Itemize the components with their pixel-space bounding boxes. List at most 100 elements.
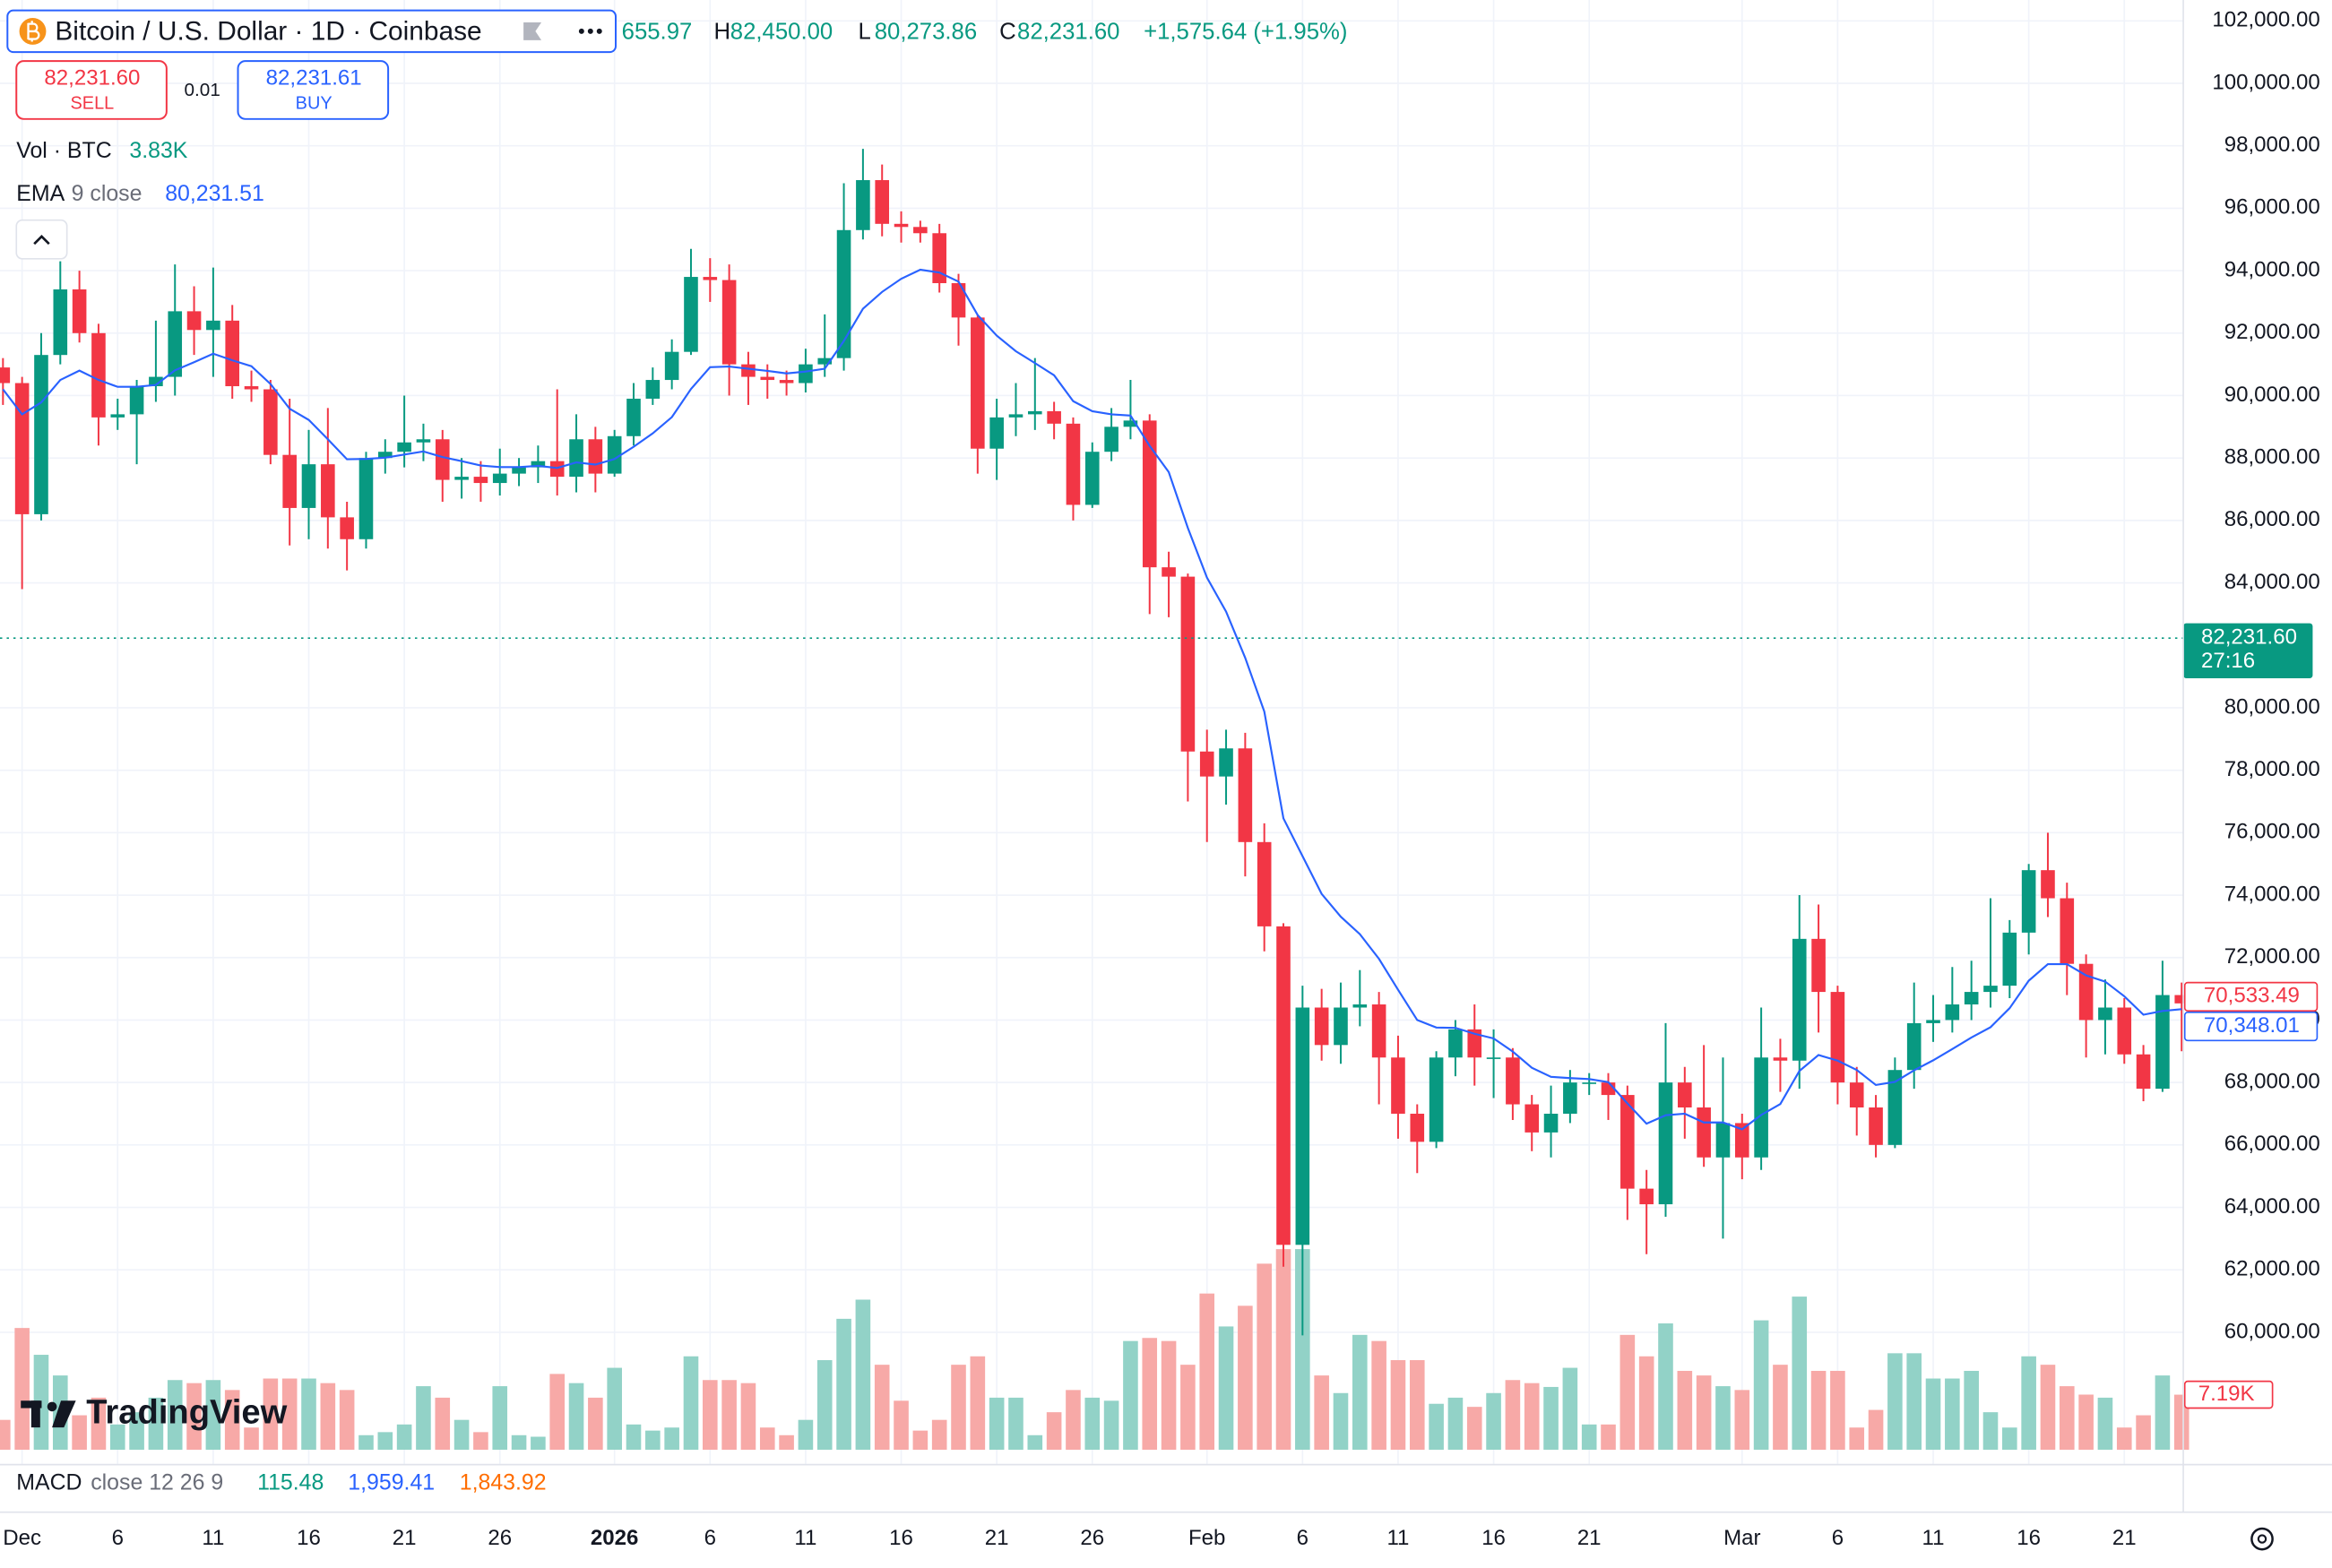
candle-body: [1410, 1113, 1425, 1142]
candle-body: [1467, 1029, 1482, 1058]
candle-body: [1849, 1082, 1864, 1108]
volume-bar: [568, 1383, 584, 1451]
candle-body: [1906, 1022, 1922, 1071]
candle-body: [588, 439, 603, 474]
x-tick-label: 16: [297, 1526, 321, 1550]
volume-bar: [1486, 1392, 1501, 1451]
volume-bar: [14, 1328, 30, 1451]
candle-body: [1983, 986, 1998, 993]
volume-bar: [1352, 1334, 1368, 1451]
volume-bar: [358, 1434, 374, 1451]
settings-button[interactable]: [2250, 1527, 2274, 1551]
x-tick-label: Dec: [3, 1526, 41, 1550]
volume-bar: [759, 1427, 775, 1451]
candle-body: [1047, 410, 1061, 424]
volume-bar: [453, 1419, 470, 1451]
current-price-label: 82,231.60: [2201, 625, 2297, 650]
candle-body: [14, 383, 30, 514]
flag-icon[interactable]: [523, 22, 542, 40]
volume-bar: [1734, 1390, 1750, 1451]
candle-body: [799, 364, 813, 383]
collapse-button-box[interactable]: [15, 219, 68, 260]
candle-body: [2174, 995, 2189, 1004]
volume-bar: [435, 1397, 451, 1451]
volume-bar: [1371, 1340, 1386, 1451]
x-tick-label: 21: [985, 1526, 1009, 1550]
volume-bar: [1505, 1380, 1521, 1451]
candle-body: [2060, 898, 2075, 964]
candle-body: [856, 180, 870, 230]
ema-legend-params: 9 close: [72, 181, 143, 206]
volume-bar: [912, 1430, 928, 1451]
sell-price: 82,231.60: [44, 65, 140, 90]
candle-body: [760, 376, 775, 381]
candle-body: [1448, 1029, 1463, 1058]
volume-bar: [167, 1380, 183, 1451]
candle-body: [454, 477, 469, 480]
buy-button[interactable]: 82,231.61 BUY: [237, 60, 390, 120]
candle-body: [206, 320, 220, 331]
ohlc-change: +1,575.64 (+1.95%): [1144, 19, 1347, 44]
candle-body: [951, 283, 966, 318]
macd-signal-value: 1,843.92: [460, 1470, 547, 1495]
candle-body: [1734, 1123, 1749, 1158]
candle-body: [1429, 1057, 1444, 1142]
candle-body: [626, 398, 641, 436]
candle-body: [1084, 452, 1100, 505]
ema-last-label: 70,348.01: [2204, 1013, 2300, 1038]
candle-body: [358, 458, 374, 539]
candle-body: [1582, 1082, 1596, 1084]
candle-body: [435, 439, 450, 480]
macd-params: close 12 26 9: [91, 1470, 223, 1495]
candle-body: [282, 454, 297, 508]
candle-body: [1506, 1057, 1520, 1105]
candle-body: [1830, 992, 1845, 1083]
x-tick-label: 21: [1577, 1526, 1602, 1550]
volume-bar: [1314, 1375, 1329, 1451]
bitcoin-glyph: [27, 21, 40, 42]
symbol-box[interactable]: [6, 9, 618, 54]
volume-bar: [664, 1427, 679, 1451]
y-tick-label: 66,000.00: [2224, 1132, 2320, 1156]
candle-body: [1887, 1070, 1903, 1145]
candle-body: [1697, 1107, 1711, 1158]
candle-body: [569, 439, 583, 478]
volume-bar: [1199, 1293, 1215, 1451]
x-tick-label: Mar: [1723, 1526, 1760, 1550]
volume-bar: [1238, 1305, 1253, 1451]
volume-bar: [1849, 1427, 1865, 1451]
x-tick-label: 2026: [591, 1526, 639, 1550]
volume-bar: [1658, 1323, 1673, 1451]
more-button[interactable]: [571, 16, 610, 47]
volume-bar: [1715, 1386, 1731, 1451]
collapse-button[interactable]: [15, 219, 68, 260]
volume-bar: [989, 1397, 1005, 1451]
candle-body: [1295, 1007, 1310, 1245]
volume-bar: [1390, 1360, 1406, 1451]
candle-body: [1123, 420, 1138, 427]
buy-button-box[interactable]: [237, 60, 390, 120]
x-tick-label: 16: [889, 1526, 913, 1550]
volume-bar: [1046, 1412, 1062, 1451]
candle-body: [1391, 1057, 1405, 1114]
volume-bar: [779, 1434, 794, 1451]
candle-body: [1162, 567, 1176, 577]
volume-bar: [951, 1365, 966, 1451]
y-tick-label: 98,000.00: [2224, 133, 2320, 157]
candle-body: [1678, 1082, 1692, 1108]
logo-part: [52, 1400, 76, 1428]
gear-hub: [2257, 1534, 2267, 1544]
volume-bar: [511, 1434, 527, 1451]
volume-bar: [1964, 1370, 1979, 1451]
candle-body: [1008, 414, 1023, 418]
sell-button-box[interactable]: [15, 60, 168, 120]
sell-button[interactable]: 82,231.60 SELL: [15, 60, 168, 120]
x-tick-label: 11: [794, 1526, 816, 1550]
volume-bar: [816, 1360, 833, 1451]
volume-bar: [607, 1367, 622, 1451]
volume-bar: [1543, 1386, 1559, 1451]
candle-body: [1066, 423, 1081, 505]
candle-body: [397, 442, 411, 452]
